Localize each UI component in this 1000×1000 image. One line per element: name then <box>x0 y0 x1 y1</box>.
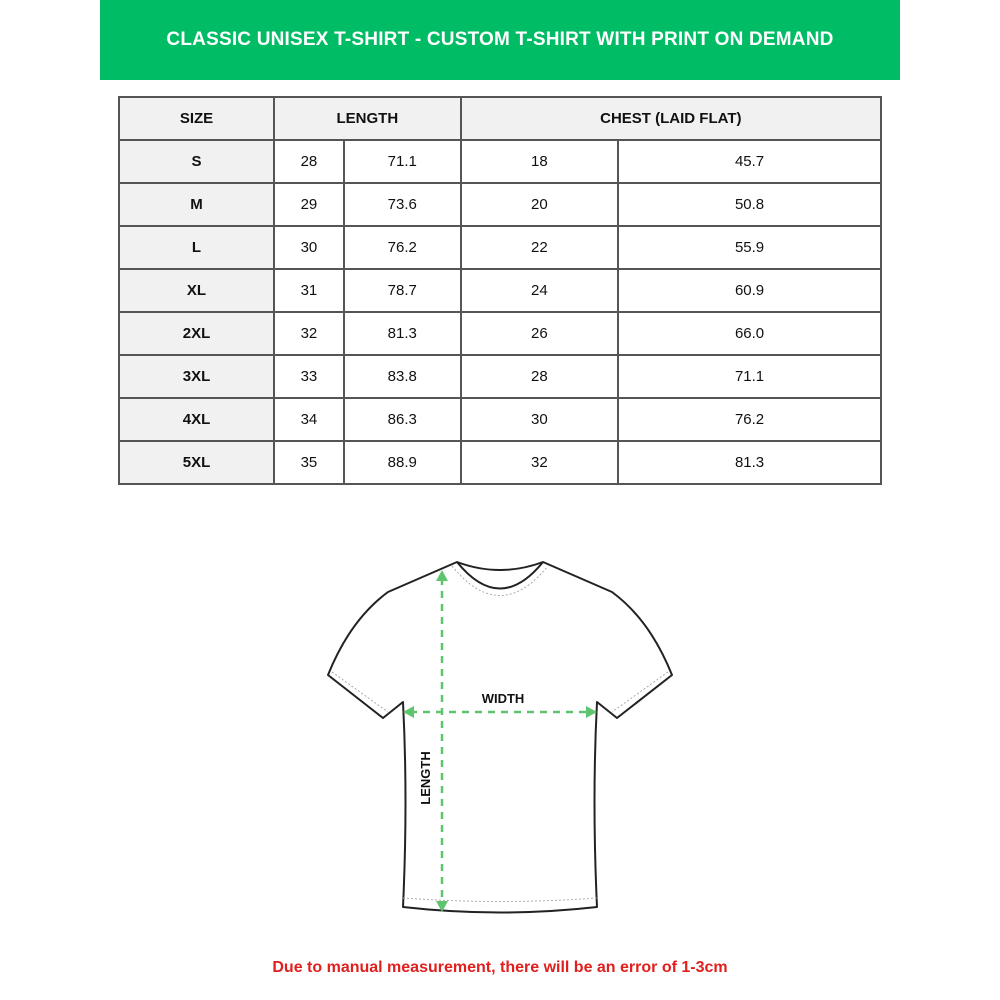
table-row: 2XL 32 81.3 26 66.0 <box>118 311 882 356</box>
table-row: 4XL 34 86.3 30 76.2 <box>118 397 882 442</box>
cell-chest-cm: 45.7 <box>617 139 882 184</box>
arrow-left-icon <box>403 706 414 718</box>
cell-size: 3XL <box>118 354 275 399</box>
cell-length-in: 28 <box>273 139 345 184</box>
cell-length-in: 35 <box>273 440 345 485</box>
title-banner: CLASSIC UNISEX T-SHIRT - CUSTOM T-SHIRT … <box>100 0 900 80</box>
cell-size: L <box>118 225 275 270</box>
cell-length-in: 31 <box>273 268 345 313</box>
cell-chest-in: 28 <box>459 354 620 399</box>
cell-chest-cm: 76.2 <box>617 397 882 442</box>
cell-length-cm: 76.2 <box>342 225 462 270</box>
table-row: L 30 76.2 22 55.9 <box>118 225 882 270</box>
cell-chest-in: 24 <box>459 268 620 313</box>
measure-arrows <box>410 578 590 905</box>
page-title: CLASSIC UNISEX T-SHIRT - CUSTOM T-SHIRT … <box>166 29 834 50</box>
cell-chest-cm: 60.9 <box>617 268 882 313</box>
cell-length-cm: 83.8 <box>342 354 462 399</box>
cell-chest-cm: 66.0 <box>617 311 882 356</box>
tshirt-outline-icon <box>327 561 673 914</box>
cell-chest-in: 20 <box>459 182 620 227</box>
cell-chest-in: 30 <box>459 397 620 442</box>
table-header-row: SIZE LENGTH CHEST (LAID FLAT) <box>118 96 883 141</box>
cell-chest-cm: 81.3 <box>617 440 882 485</box>
table-row: M 29 73.6 20 50.8 <box>118 182 882 227</box>
header-size: SIZE <box>118 96 275 141</box>
size-chart-table: SIZE LENGTH CHEST (LAID FLAT) S 28 71.1 18 4… <box>118 96 883 485</box>
table-row: XL 31 78.7 24 60.9 <box>118 268 882 313</box>
cell-length-in: 30 <box>273 225 345 270</box>
arrow-down-icon <box>436 901 448 912</box>
cell-chest-in: 26 <box>459 311 620 356</box>
cell-chest-in: 22 <box>459 225 620 270</box>
cell-length-cm: 71.1 <box>342 139 462 184</box>
arrow-right-icon <box>586 706 597 718</box>
cell-length-cm: 86.3 <box>342 397 462 442</box>
cell-length-cm: 88.9 <box>342 440 462 485</box>
arrow-up-icon <box>436 570 448 581</box>
table-row: S 28 71.1 18 45.7 <box>118 139 882 184</box>
cell-chest-cm: 55.9 <box>617 225 882 270</box>
cell-chest-in: 32 <box>459 440 620 485</box>
cell-length-cm: 78.7 <box>342 268 462 313</box>
cell-length-in: 32 <box>273 311 345 356</box>
cell-size: XL <box>118 268 275 313</box>
cell-chest-in: 18 <box>459 139 620 184</box>
header-length: LENGTH <box>273 96 462 141</box>
cell-size: S <box>118 139 275 184</box>
cell-size: 5XL <box>118 440 275 485</box>
cell-length-cm: 81.3 <box>342 311 462 356</box>
cell-length-in: 33 <box>273 354 345 399</box>
cell-length-in: 34 <box>273 397 345 442</box>
length-label: LENGTH <box>418 751 433 804</box>
cell-size: 2XL <box>118 311 275 356</box>
measurement-note: Due to manual measurement, there will be… <box>272 959 728 976</box>
table-row: 5XL 35 88.9 32 81.3 <box>118 440 882 485</box>
cell-chest-cm: 50.8 <box>617 182 882 227</box>
cell-size: M <box>118 182 275 227</box>
cell-length-in: 29 <box>273 182 345 227</box>
cell-chest-cm: 71.1 <box>617 354 882 399</box>
cell-size: 4XL <box>118 397 275 442</box>
table-row: 3XL 33 83.8 28 71.1 <box>118 354 882 399</box>
width-label: WIDTH <box>482 691 525 706</box>
cell-length-cm: 73.6 <box>342 182 462 227</box>
header-chest: CHEST (LAID FLAT) <box>459 96 883 141</box>
